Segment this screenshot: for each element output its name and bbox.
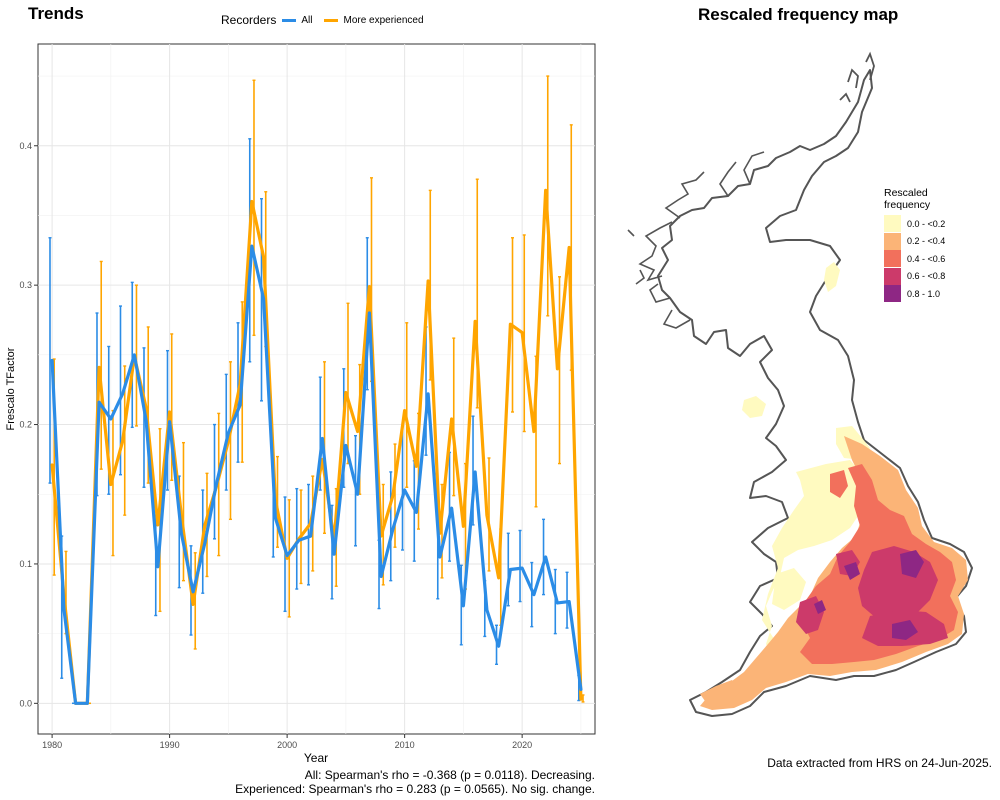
stats-experienced: Experienced: Spearman's rho = 0.283 (p =… <box>235 782 595 796</box>
map-title: Rescaled frequency map <box>698 5 899 24</box>
map-legend-item: 0.6 - <0.8 <box>884 267 946 286</box>
shetland-islands <box>839 51 875 103</box>
legend-item-all: All <box>282 15 312 26</box>
legend-title: Recorders <box>221 13 277 27</box>
cell-low-scotland <box>824 262 840 292</box>
x-tick-label: 1990 <box>160 740 180 750</box>
map-legend-swatch <box>884 215 901 233</box>
map-legend-title-line1: Rescaled <box>884 187 928 199</box>
stats-all: All: Spearman's rho = -0.368 (p = 0.0118… <box>304 768 595 782</box>
y-tick-label: 0.4 <box>19 141 32 151</box>
chart-legend: Recorders All More experienced <box>221 13 430 27</box>
map-legend-swatch <box>884 250 901 268</box>
cell-mid-southwest <box>700 680 740 708</box>
y-tick-label: 0.0 <box>19 698 32 708</box>
legend-item-experienced: More experienced <box>324 14 424 26</box>
x-tick-label: 2010 <box>395 740 415 750</box>
scotland-west-coast <box>638 151 765 329</box>
chart-title: Trends <box>28 4 84 23</box>
stats-annotation: All: Spearman's rho = -0.368 (p = 0.0118… <box>235 768 595 796</box>
map-legend-label: 0.2 - <0.4 <box>907 236 946 247</box>
map-legend-title-line2: frequency <box>884 199 931 211</box>
cell-low-wales <box>772 568 806 610</box>
y-tick-label: 0.1 <box>19 559 32 569</box>
cell-low-fife <box>742 396 766 418</box>
map-legend-swatch <box>884 267 901 285</box>
map-legend-label: 0.6 - <0.8 <box>907 271 946 282</box>
cell-top-2 <box>844 562 860 580</box>
map-legend-item: 0.8 - 1.0 <box>884 285 945 303</box>
data-source-footnote: Data extracted from HRS on 24-Jun-2025. <box>767 756 992 770</box>
cell-low-band <box>762 460 862 670</box>
hebrides <box>627 229 646 285</box>
series-line-all <box>50 244 583 705</box>
y-tick-label: 0.2 <box>19 420 32 430</box>
x-tick-label: 2020 <box>512 740 532 750</box>
x-tick-label: 2000 <box>277 740 297 750</box>
x-axis-label: Year <box>304 751 328 765</box>
y-axis-label: Frescalo TFactor <box>5 347 17 430</box>
legend-swatch-experienced <box>324 18 339 22</box>
y-tick-label: 0.3 <box>19 280 32 290</box>
cell-top-3 <box>892 620 918 640</box>
cell-top-1 <box>900 550 924 578</box>
map-legend: Rescaled frequency 0.0 - <0.2 0.2 - <0.4… <box>884 187 945 303</box>
frequency-map <box>627 51 973 717</box>
map-legend-label: 0.4 - <0.6 <box>907 253 946 264</box>
map-legend-item: 0.4 - <0.6 <box>884 250 945 268</box>
map-legend-label: 0.0 - <0.2 <box>907 218 946 229</box>
cell-mid-red-2 <box>830 470 848 498</box>
cell-top-4 <box>814 600 826 614</box>
gridlines <box>38 44 595 734</box>
map-legend-item: 0.2 - <0.4 <box>884 232 946 251</box>
frequency-cells <box>700 262 968 710</box>
plot-area <box>37 43 596 735</box>
map-legend-label: 0.8 - 1.0 <box>907 288 941 299</box>
map-legend-swatch <box>884 285 901 303</box>
legend-label-all: All <box>301 14 313 26</box>
trend-chart: 0.0 0.1 0.2 0.3 0.4 1980 1990 2000 2010 2020 Yea… <box>5 43 596 765</box>
map-legend-item: 0.0 - <0.2 <box>884 215 945 233</box>
x-axis-ticks: 1980 1990 2000 2010 2020 <box>42 734 532 750</box>
legend-swatch-all <box>282 18 297 22</box>
map-legend-swatch <box>884 232 901 250</box>
y-axis-ticks: 0.0 0.1 0.2 0.3 0.4 <box>19 141 38 708</box>
legend-label-experienced: More experienced <box>343 14 424 26</box>
series-lines <box>50 188 583 705</box>
x-tick-label: 1980 <box>42 740 62 750</box>
map-legend-title: Rescaled frequency <box>884 187 945 211</box>
